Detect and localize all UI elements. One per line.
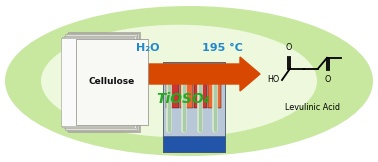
- Text: Levulinic Acid: Levulinic Acid: [285, 104, 340, 112]
- Text: HO: HO: [268, 75, 280, 85]
- FancyBboxPatch shape: [194, 82, 207, 108]
- Text: O: O: [286, 43, 292, 52]
- FancyBboxPatch shape: [67, 33, 138, 131]
- Text: 195 °C: 195 °C: [201, 43, 242, 53]
- FancyBboxPatch shape: [163, 62, 225, 152]
- Text: H₂O: H₂O: [136, 43, 160, 53]
- FancyBboxPatch shape: [60, 38, 133, 126]
- Ellipse shape: [41, 25, 317, 137]
- FancyBboxPatch shape: [68, 32, 140, 132]
- Ellipse shape: [5, 6, 373, 156]
- FancyBboxPatch shape: [208, 82, 221, 108]
- FancyBboxPatch shape: [163, 136, 225, 152]
- FancyBboxPatch shape: [163, 62, 225, 80]
- FancyBboxPatch shape: [65, 34, 137, 130]
- Circle shape: [165, 68, 173, 76]
- FancyBboxPatch shape: [166, 82, 179, 108]
- FancyBboxPatch shape: [62, 37, 134, 127]
- Circle shape: [196, 68, 204, 76]
- Circle shape: [211, 68, 219, 76]
- FancyBboxPatch shape: [76, 39, 148, 125]
- Text: O: O: [325, 75, 331, 84]
- FancyBboxPatch shape: [180, 82, 193, 108]
- FancyArrow shape: [100, 57, 260, 91]
- Text: Cellulose: Cellulose: [89, 76, 135, 86]
- FancyBboxPatch shape: [64, 36, 135, 128]
- Text: TiOSO₄: TiOSO₄: [156, 92, 210, 106]
- Circle shape: [180, 68, 188, 76]
